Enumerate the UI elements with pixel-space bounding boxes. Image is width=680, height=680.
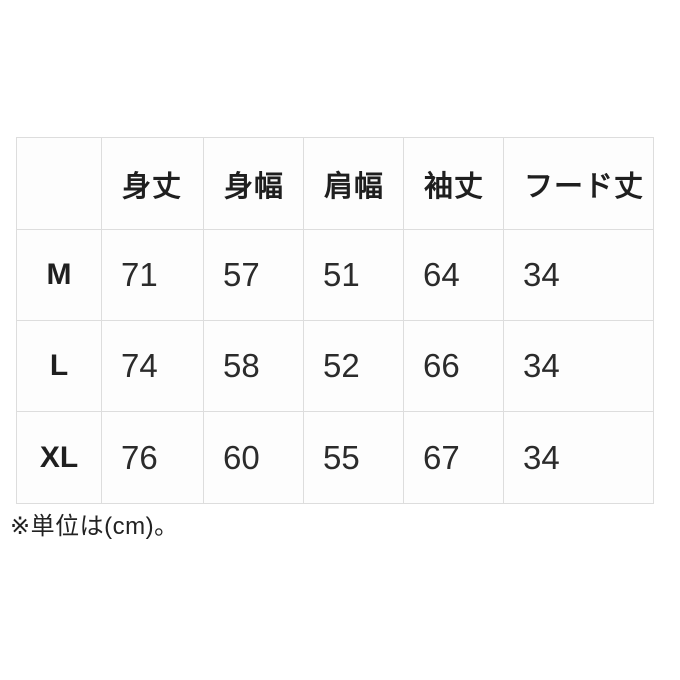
table-header-row: 身丈 身幅 肩幅 袖丈 フード丈 bbox=[16, 137, 654, 230]
col-header-body-length: 身丈 bbox=[101, 137, 204, 230]
data-cell: 57 bbox=[203, 229, 304, 321]
data-cell: 67 bbox=[403, 411, 504, 504]
row-header-xl: XL bbox=[16, 411, 102, 504]
data-cell: 51 bbox=[303, 229, 404, 321]
data-cell: 58 bbox=[203, 320, 304, 412]
data-cell: 52 bbox=[303, 320, 404, 412]
table-row-xl: XL 76 60 55 67 34 bbox=[16, 411, 654, 504]
data-cell: 76 bbox=[101, 411, 204, 504]
data-cell: 60 bbox=[203, 411, 304, 504]
row-header-l: L bbox=[16, 320, 102, 412]
col-header-sleeve-length: 袖丈 bbox=[403, 137, 504, 230]
col-header-hood-length: フード丈 bbox=[503, 137, 654, 230]
data-cell: 71 bbox=[101, 229, 204, 321]
data-cell: 34 bbox=[503, 229, 654, 321]
data-cell: 55 bbox=[303, 411, 404, 504]
table-row-m: M 71 57 51 64 34 bbox=[16, 229, 654, 321]
corner-cell bbox=[16, 137, 102, 230]
table-row-l: L 74 58 52 66 34 bbox=[16, 320, 654, 412]
size-chart-table: 身丈 身幅 肩幅 袖丈 フード丈 M 71 57 51 64 34 L 74 5… bbox=[16, 137, 654, 504]
data-cell: 64 bbox=[403, 229, 504, 321]
data-cell: 66 bbox=[403, 320, 504, 412]
col-header-body-width: 身幅 bbox=[203, 137, 304, 230]
data-cell: 34 bbox=[503, 320, 654, 412]
col-header-shoulder-width: 肩幅 bbox=[303, 137, 404, 230]
row-header-m: M bbox=[16, 229, 102, 321]
data-cell: 34 bbox=[503, 411, 654, 504]
unit-note: ※単位は(cm)。 bbox=[10, 513, 179, 540]
data-cell: 74 bbox=[101, 320, 204, 412]
